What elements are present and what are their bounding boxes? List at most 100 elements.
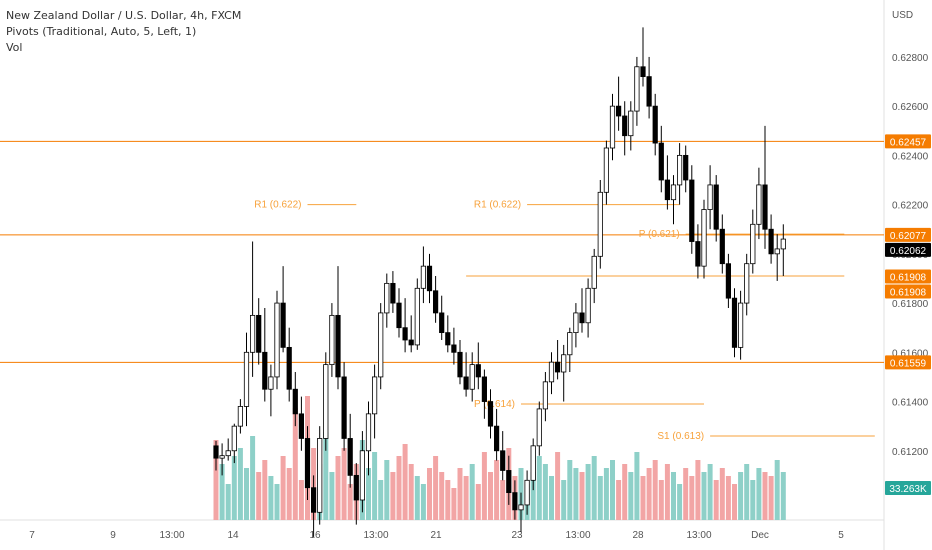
- candle[interactable]: [262, 351, 268, 390]
- candle[interactable]: [475, 364, 481, 378]
- candle[interactable]: [585, 287, 591, 324]
- candle[interactable]: [689, 179, 695, 242]
- candle[interactable]: [646, 76, 652, 107]
- candle[interactable]: [548, 361, 555, 383]
- candle[interactable]: [390, 282, 396, 304]
- candle[interactable]: [518, 504, 524, 511]
- candle[interactable]: [408, 339, 414, 346]
- volume-indicator-label[interactable]: Vol: [6, 41, 23, 54]
- candle[interactable]: [677, 154, 683, 186]
- candle[interactable]: [707, 184, 713, 210]
- candle[interactable]: [292, 388, 298, 415]
- candle[interactable]: [658, 142, 664, 181]
- candle[interactable]: [591, 255, 597, 289]
- candle[interactable]: [500, 450, 506, 471]
- candle[interactable]: [347, 438, 353, 476]
- candle[interactable]: [402, 327, 408, 341]
- candle[interactable]: [762, 184, 768, 230]
- candle[interactable]: [298, 413, 305, 439]
- candle[interactable]: [573, 312, 579, 334]
- candle[interactable]: [670, 184, 677, 201]
- candle[interactable]: [493, 425, 500, 452]
- candle[interactable]: [268, 376, 274, 390]
- candle[interactable]: [225, 450, 231, 457]
- candle[interactable]: [561, 354, 567, 373]
- candle[interactable]: [695, 241, 701, 267]
- candle[interactable]: [451, 344, 457, 353]
- symbol-title[interactable]: New Zealand Dollar / U.S. Dollar, 4h, FX…: [6, 9, 242, 22]
- candle[interactable]: [341, 376, 347, 439]
- pivots-indicator-label[interactable]: Pivots (Traditional, Auto, 5, Left, 1): [6, 25, 197, 38]
- candle[interactable]: [420, 265, 427, 289]
- candle[interactable]: [384, 282, 390, 314]
- candle[interactable]: [243, 351, 250, 407]
- candle[interactable]: [713, 184, 719, 230]
- candle[interactable]: [353, 474, 359, 501]
- candle[interactable]: [329, 314, 335, 366]
- candle[interactable]: [652, 105, 658, 144]
- candle[interactable]: [542, 381, 549, 410]
- candle[interactable]: [579, 312, 585, 324]
- candle[interactable]: [371, 376, 378, 415]
- candle[interactable]: [603, 147, 610, 193]
- candle[interactable]: [664, 179, 671, 201]
- candle[interactable]: [335, 314, 341, 378]
- candle[interactable]: [738, 302, 744, 348]
- candle[interactable]: [756, 184, 762, 225]
- candle[interactable]: [274, 302, 280, 378]
- candle[interactable]: [463, 376, 469, 390]
- candle[interactable]: [506, 470, 512, 494]
- candle[interactable]: [731, 297, 738, 348]
- candle[interactable]: [567, 332, 573, 356]
- candle[interactable]: [719, 228, 725, 265]
- candle[interactable]: [725, 263, 732, 299]
- candle[interactable]: [317, 438, 323, 513]
- candle[interactable]: [310, 487, 317, 513]
- candle[interactable]: [487, 401, 494, 427]
- price-badge-label: 0.62077: [890, 231, 927, 242]
- volume-bar: [732, 484, 737, 520]
- candle[interactable]: [774, 248, 780, 255]
- candle[interactable]: [555, 361, 561, 373]
- candle[interactable]: [286, 346, 292, 390]
- candle[interactable]: [683, 154, 689, 181]
- candle[interactable]: [457, 351, 463, 378]
- candle[interactable]: [359, 450, 366, 501]
- candle[interactable]: [640, 66, 646, 78]
- candle[interactable]: [432, 290, 439, 314]
- candle[interactable]: [634, 66, 640, 112]
- candle[interactable]: [530, 445, 536, 481]
- candle[interactable]: [536, 408, 542, 447]
- candle[interactable]: [597, 191, 603, 257]
- candle[interactable]: [439, 312, 445, 334]
- candle[interactable]: [378, 312, 384, 378]
- candle[interactable]: [701, 209, 707, 267]
- candle[interactable]: [481, 376, 488, 402]
- candle[interactable]: [231, 425, 237, 452]
- candle[interactable]: [219, 455, 225, 459]
- candle[interactable]: [237, 406, 243, 427]
- candle[interactable]: [213, 445, 219, 459]
- candle[interactable]: [616, 105, 622, 117]
- candle[interactable]: [750, 223, 756, 265]
- candle[interactable]: [744, 263, 750, 304]
- candle[interactable]: [512, 492, 518, 511]
- candle[interactable]: [445, 332, 451, 346]
- candle[interactable]: [249, 314, 256, 353]
- candle[interactable]: [414, 287, 420, 346]
- candle[interactable]: [469, 364, 475, 390]
- candle[interactable]: [365, 413, 372, 452]
- candle[interactable]: [426, 265, 433, 292]
- candle[interactable]: [622, 115, 628, 137]
- candle[interactable]: [323, 364, 329, 439]
- candle[interactable]: [628, 110, 634, 137]
- candle[interactable]: [396, 302, 402, 329]
- candle[interactable]: [256, 314, 262, 353]
- candle[interactable]: [524, 479, 530, 506]
- candle[interactable]: [280, 302, 286, 348]
- candle[interactable]: [609, 105, 616, 149]
- candle[interactable]: [768, 228, 774, 255]
- candle[interactable]: [780, 238, 786, 250]
- candle[interactable]: [304, 438, 311, 489]
